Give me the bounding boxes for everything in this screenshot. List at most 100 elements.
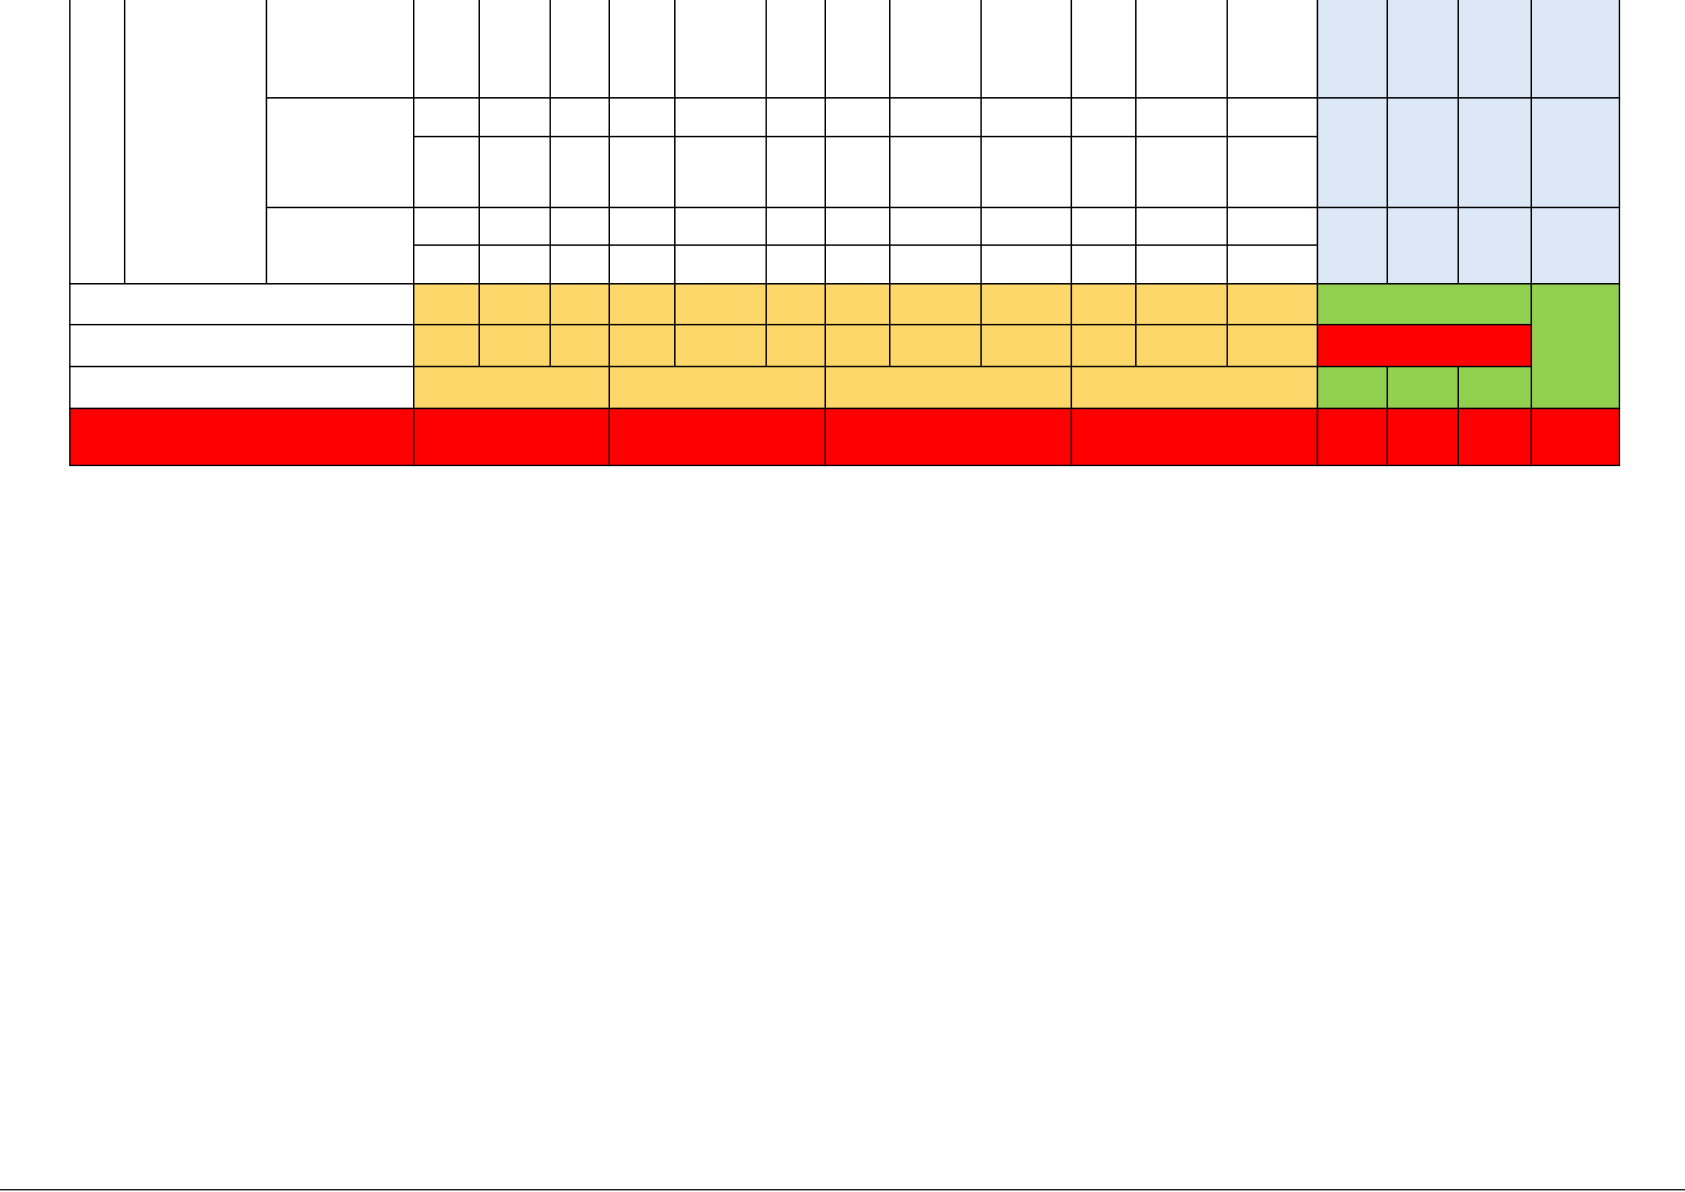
cell[interactable] [674, 244, 767, 285]
cell[interactable] [1070, 135, 1137, 209]
blue-cell[interactable] [1316, 206, 1389, 285]
yellow-cell[interactable] [413, 283, 480, 326]
blue-cell[interactable] [1386, 0, 1459, 99]
cell[interactable] [1070, 97, 1137, 138]
cell[interactable] [980, 206, 1073, 246]
blue-cell[interactable] [1457, 97, 1533, 209]
cell[interactable] [1135, 135, 1228, 209]
cell[interactable] [549, 0, 611, 99]
yellow-cell[interactable] [608, 365, 827, 410]
cell[interactable] [889, 206, 982, 246]
cell[interactable] [674, 206, 767, 246]
green-cell[interactable] [1316, 365, 1389, 410]
cell[interactable] [674, 0, 767, 99]
red-cell[interactable] [824, 407, 1073, 467]
green-cell[interactable] [1386, 365, 1459, 410]
cell[interactable] [1135, 0, 1228, 99]
yellow-cell[interactable] [1226, 323, 1319, 368]
cell[interactable] [1135, 206, 1228, 246]
yellow-cell[interactable] [478, 323, 551, 368]
blue-cell[interactable] [1457, 206, 1533, 285]
cell[interactable] [1226, 97, 1319, 138]
yellow-cell[interactable] [889, 283, 982, 326]
merged-cell[interactable] [265, 206, 415, 285]
merged-cell[interactable] [123, 0, 268, 285]
cell[interactable] [549, 244, 611, 285]
cell[interactable] [674, 135, 767, 209]
yellow-cell[interactable] [765, 323, 827, 368]
merged-cell[interactable] [69, 0, 126, 285]
yellow-cell[interactable] [1226, 283, 1319, 326]
cell[interactable] [980, 97, 1073, 138]
yellow-cell[interactable] [824, 365, 1073, 410]
cell[interactable] [1226, 135, 1319, 209]
yellow-cell[interactable] [674, 323, 767, 368]
red-cell[interactable] [1316, 407, 1389, 467]
green-cell[interactable] [1457, 365, 1533, 410]
label-cell[interactable] [69, 283, 415, 326]
cell[interactable] [674, 97, 767, 138]
yellow-cell[interactable] [824, 283, 891, 326]
cell[interactable] [765, 206, 827, 246]
cell[interactable] [765, 0, 827, 99]
cell[interactable] [824, 97, 891, 138]
cell[interactable] [1070, 206, 1137, 246]
blue-cell[interactable] [1386, 206, 1459, 285]
blue-cell[interactable] [1386, 97, 1459, 209]
cell[interactable] [1226, 206, 1319, 246]
cell[interactable] [889, 244, 982, 285]
blue-cell[interactable] [1530, 206, 1621, 285]
cell[interactable] [608, 206, 676, 246]
cell[interactable] [1226, 0, 1319, 99]
red-cell[interactable] [413, 407, 611, 467]
yellow-cell[interactable] [980, 323, 1073, 368]
cell[interactable] [1135, 244, 1228, 285]
red-cell[interactable] [1457, 407, 1533, 467]
cell[interactable] [478, 135, 551, 209]
red-cell[interactable] [608, 407, 827, 467]
cell[interactable] [765, 135, 827, 209]
cell[interactable] [608, 244, 676, 285]
cell[interactable] [549, 206, 611, 246]
cell[interactable] [980, 0, 1073, 99]
cell[interactable] [765, 97, 827, 138]
yellow-cell[interactable] [413, 365, 611, 410]
red-cell[interactable] [1070, 407, 1319, 467]
blue-cell[interactable] [1530, 0, 1621, 99]
cell[interactable] [413, 0, 480, 99]
cell[interactable] [889, 97, 982, 138]
cell[interactable] [1070, 0, 1137, 99]
yellow-cell[interactable] [478, 283, 551, 326]
red-cell[interactable] [1386, 407, 1459, 467]
yellow-cell[interactable] [549, 283, 611, 326]
cell[interactable] [980, 135, 1073, 209]
cell[interactable] [608, 97, 676, 138]
label-cell[interactable] [69, 365, 415, 410]
cell[interactable] [608, 0, 676, 99]
cell[interactable] [1135, 97, 1228, 138]
blue-cell[interactable] [1530, 97, 1621, 209]
cell[interactable] [413, 206, 480, 246]
yellow-cell[interactable] [1070, 283, 1137, 326]
yellow-cell[interactable] [549, 323, 611, 368]
yellow-cell[interactable] [1135, 283, 1228, 326]
cell[interactable] [413, 244, 480, 285]
cell[interactable] [889, 0, 982, 99]
yellow-cell[interactable] [1070, 365, 1319, 410]
yellow-cell[interactable] [765, 283, 827, 326]
cell[interactable] [824, 206, 891, 246]
cell[interactable] [980, 244, 1073, 285]
cell[interactable] [889, 135, 982, 209]
red-cell[interactable] [69, 407, 415, 467]
green-cell[interactable] [1316, 283, 1533, 326]
cell[interactable] [549, 135, 611, 209]
blue-cell[interactable] [1316, 0, 1389, 99]
yellow-cell[interactable] [413, 323, 480, 368]
cell[interactable] [478, 206, 551, 246]
cell[interactable] [608, 135, 676, 209]
blue-cell[interactable] [1316, 97, 1389, 209]
cell[interactable] [478, 244, 551, 285]
cell[interactable] [1226, 244, 1319, 285]
merged-cell[interactable] [265, 97, 415, 209]
red-cell[interactable] [1530, 407, 1621, 467]
